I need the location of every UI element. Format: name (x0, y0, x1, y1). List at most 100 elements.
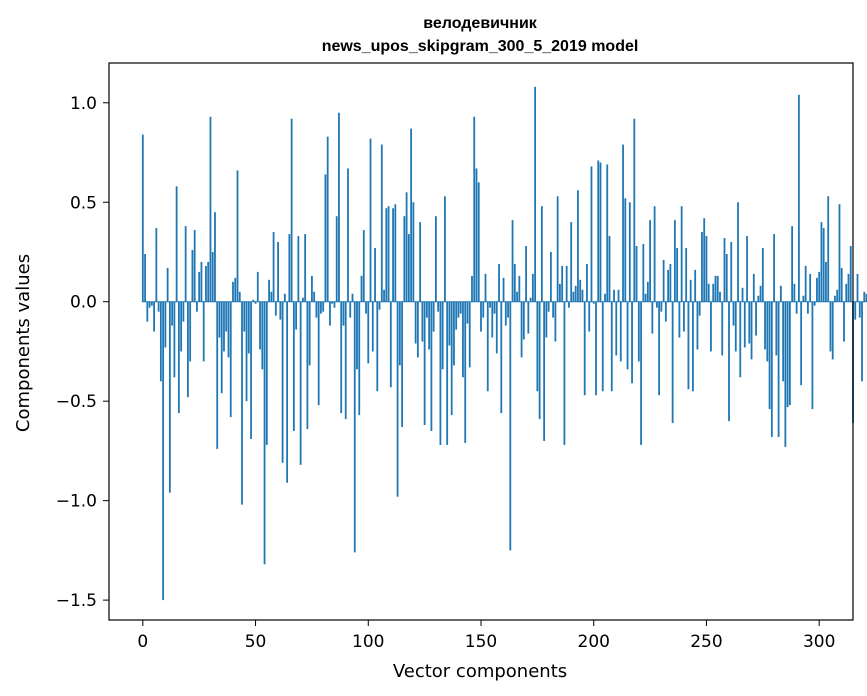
bar (155, 228, 158, 302)
bar (728, 301, 730, 422)
bar (775, 301, 778, 356)
bar (396, 301, 399, 497)
bar (268, 279, 270, 302)
bar (719, 291, 721, 302)
bar (664, 301, 667, 322)
bar (423, 301, 426, 426)
bar (191, 249, 194, 302)
bar (150, 301, 153, 306)
bar (380, 144, 383, 302)
bar (482, 301, 485, 318)
bar (286, 301, 289, 483)
bar (387, 206, 390, 302)
bar (385, 208, 388, 302)
bar (847, 273, 850, 302)
bar (626, 301, 629, 370)
bar (556, 196, 559, 302)
bar (333, 301, 336, 308)
bar (320, 301, 322, 314)
bar (581, 289, 584, 302)
bar (378, 301, 381, 310)
bar (401, 301, 403, 428)
bar (743, 301, 746, 348)
bar (834, 295, 836, 302)
bar (331, 301, 334, 304)
bar (504, 301, 507, 326)
bar (658, 301, 661, 396)
bar (568, 301, 570, 308)
bar (529, 297, 532, 302)
bar (538, 301, 541, 420)
y-tick-label: −0.5 (56, 392, 97, 412)
bar (398, 301, 401, 366)
bar (477, 182, 480, 302)
bar (202, 301, 205, 362)
bar (232, 281, 234, 302)
bar (383, 289, 385, 302)
bar (861, 301, 863, 382)
bar (653, 206, 656, 302)
bar (455, 301, 458, 330)
bar (362, 230, 365, 302)
bar (263, 301, 266, 565)
bar (245, 301, 248, 402)
bar (329, 301, 331, 326)
bar (829, 301, 832, 352)
bar (173, 301, 176, 378)
bar (531, 273, 534, 302)
x-tick-label: 100 (352, 632, 384, 652)
bar (365, 301, 367, 314)
bar (854, 301, 857, 320)
bar (712, 283, 715, 302)
chart-subtitle: news_upos_skipgram_300_5_2019 model (322, 38, 639, 55)
bar (522, 301, 525, 340)
bar (250, 301, 252, 439)
bar (471, 275, 473, 302)
bar (403, 216, 406, 302)
bar (279, 301, 282, 320)
bar (809, 273, 812, 302)
bar (184, 226, 187, 302)
y-tick-label: 0.0 (70, 293, 97, 313)
bar (640, 301, 642, 445)
bar (608, 236, 611, 302)
bar (579, 279, 582, 302)
bar (241, 301, 243, 505)
bar (849, 246, 852, 302)
bar (175, 186, 178, 302)
bar (680, 206, 683, 302)
bar (283, 293, 286, 302)
bar (730, 242, 733, 302)
bar (865, 293, 867, 302)
bar (480, 301, 482, 332)
bar (725, 253, 728, 302)
bar (446, 301, 449, 445)
bar (518, 275, 521, 302)
bar (655, 301, 658, 308)
bar (791, 226, 794, 302)
bar (148, 301, 151, 308)
bar (218, 301, 221, 338)
bar (540, 206, 543, 302)
bar (347, 168, 349, 302)
bar (703, 218, 706, 302)
bar (613, 289, 615, 302)
bar (737, 202, 739, 302)
bar (701, 232, 703, 302)
bar (678, 301, 681, 338)
bar (689, 279, 692, 302)
bar (764, 301, 766, 350)
bars-group (141, 86, 867, 601)
bar (633, 118, 636, 302)
bar (466, 301, 469, 324)
bar (193, 230, 196, 302)
bar (610, 301, 613, 392)
bar (299, 301, 302, 465)
bar (214, 212, 216, 302)
bar (358, 301, 361, 416)
bar (229, 301, 232, 418)
bar (374, 248, 376, 302)
bar (410, 128, 413, 302)
